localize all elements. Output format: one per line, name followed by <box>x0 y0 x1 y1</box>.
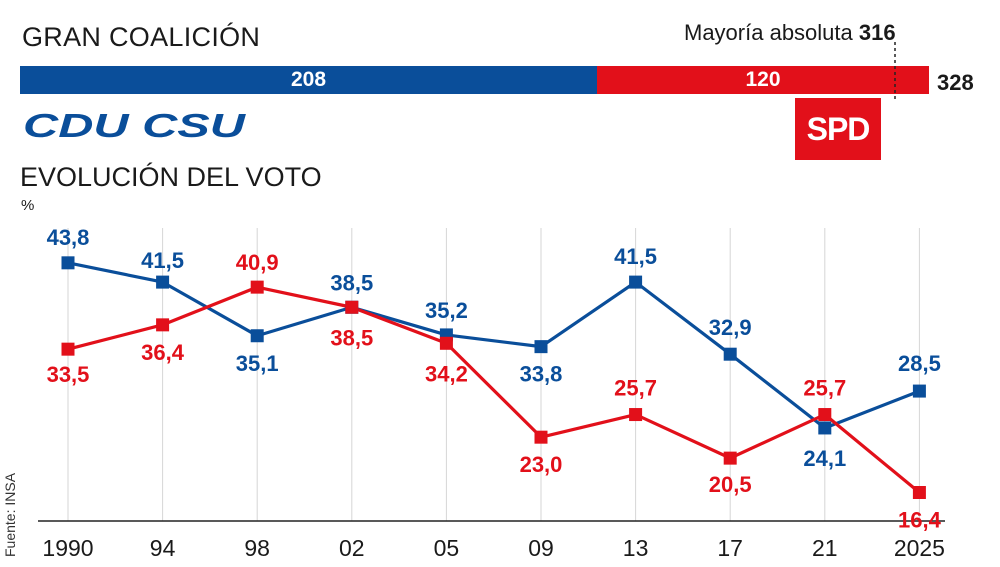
cdu-series-line <box>67 261 920 430</box>
x-tick-label: 1990 <box>42 535 93 561</box>
total-seats: 328 <box>937 70 974 95</box>
x-tick-label: 09 <box>528 535 554 561</box>
cdu-point-09 <box>534 340 548 354</box>
x-tick-label: 2025 <box>894 535 945 561</box>
spd-data-label: 38,5 <box>330 325 373 350</box>
spd-logo: SPD <box>795 98 881 160</box>
cdu-data-label: 43,8 <box>47 225 90 250</box>
majority-label: Mayoría absoluta 316 <box>684 20 896 46</box>
cdu-point-21 <box>818 421 832 435</box>
spd-point-13 <box>629 408 643 422</box>
spd-point-02 <box>345 300 359 314</box>
spd-data-label: 23,0 <box>520 452 563 477</box>
coalition-title: GRAN COALICIÓN <box>22 22 261 52</box>
cdu-point-2025 <box>912 384 926 398</box>
spd-point-17 <box>723 451 737 465</box>
spd-point-05 <box>439 336 453 350</box>
cdu-data-label: 33,8 <box>520 362 563 387</box>
x-tick-label: 05 <box>434 535 460 561</box>
spd-point-2025 <box>912 486 926 499</box>
spd-data-label: 36,4 <box>141 340 185 365</box>
cdu-point-94 <box>156 275 170 289</box>
spd-data-label: 20,5 <box>709 472 752 497</box>
spd-series-line <box>67 285 921 494</box>
cdu-point-17 <box>723 347 737 361</box>
majority-text: Mayoría absoluta <box>684 20 853 45</box>
x-tick-label: 17 <box>717 535 743 561</box>
cdu-data-label: 38,5 <box>330 270 373 295</box>
spd-point-1990 <box>61 342 75 356</box>
cdu-point-13 <box>629 275 643 289</box>
cdu-seats-bar: 208 <box>20 66 597 94</box>
spd-seats-value: 120 <box>745 68 781 91</box>
cdu-data-label: 32,9 <box>709 315 752 340</box>
cdu-point-98 <box>250 329 264 343</box>
cdu-seats-value: 208 <box>290 68 327 91</box>
y-axis-unit: % <box>21 197 35 214</box>
majority-value: 316 <box>858 20 896 45</box>
cdu-data-label: 41,5 <box>141 248 184 273</box>
cdu-data-label: 35,1 <box>236 351 279 376</box>
x-tick-label: 98 <box>244 535 270 561</box>
spd-point-21 <box>818 408 832 422</box>
spd-data-label: 34,2 <box>425 361 468 386</box>
cdu-data-label: 41,5 <box>614 244 657 269</box>
cdu-csu-logo-text: CDU CSU <box>23 108 247 142</box>
spd-data-label: 25,7 <box>803 376 846 401</box>
spd-point-98 <box>250 280 264 294</box>
spd-data-label: 33,5 <box>47 362 90 387</box>
cdu-data-label: 35,2 <box>425 298 468 323</box>
chart-title: EVOLUCIÓN DEL VOTO <box>20 162 322 192</box>
x-tick-label: 02 <box>339 535 365 561</box>
cdu-data-label: 28,5 <box>898 351 941 376</box>
x-tick-label: 94 <box>150 535 176 561</box>
x-tick-label: 21 <box>812 535 838 561</box>
x-tick-label: 13 <box>623 535 649 561</box>
spd-seats-bar: 120 <box>597 66 929 94</box>
spd-data-label: 40,9 <box>236 250 279 275</box>
spd-point-94 <box>156 318 170 332</box>
cdu-point-1990 <box>61 256 75 270</box>
spd-data-label: 16,4 <box>898 508 942 533</box>
cdu-csu-logo: CDU CSU <box>23 108 247 142</box>
spd-data-label: 25,7 <box>614 376 657 401</box>
spd-point-09 <box>534 430 548 444</box>
cdu-data-label: 24,1 <box>803 446 846 471</box>
